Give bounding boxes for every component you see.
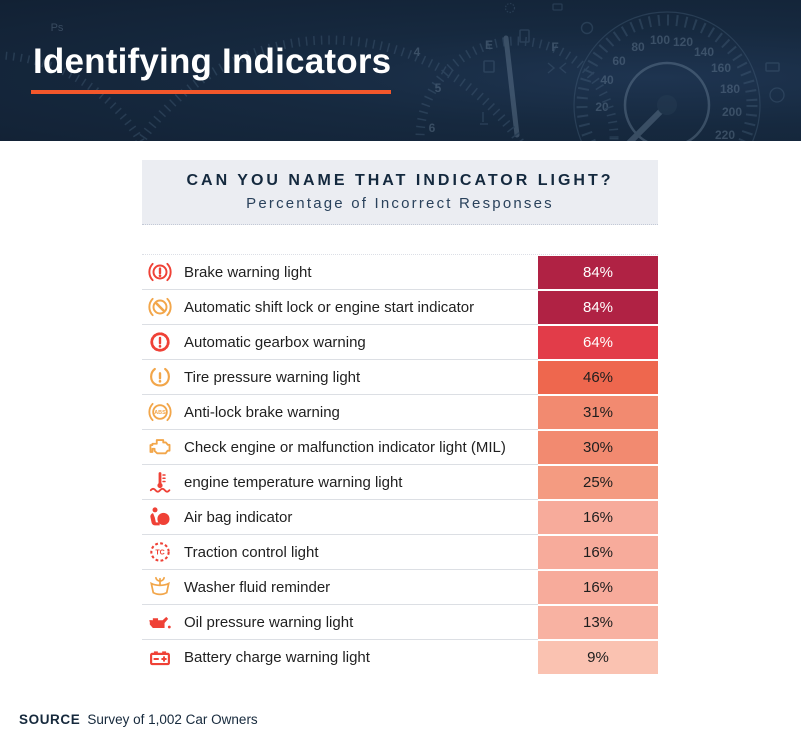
percentage-value: 9% [587, 649, 609, 666]
traction-control-icon: TC [145, 539, 175, 565]
row-label: Anti-lock brake warning [184, 403, 340, 421]
percentage-bar: 31% [538, 396, 658, 429]
percentage-bar: 16% [538, 501, 658, 534]
percentage-value: 84% [582, 299, 614, 316]
oil-pressure-icon [145, 609, 175, 635]
check-engine-icon [145, 434, 175, 460]
source-line: SOURCE Survey of 1,002 Car Owners [19, 712, 258, 727]
percentage-bar: 30% [538, 431, 658, 464]
fuel-pump-icon [519, 29, 530, 43]
row-label: Air bag indicator [184, 508, 293, 526]
percentage-value: 16% [582, 579, 614, 596]
table-row: Tire pressure warning light 46% [142, 360, 658, 395]
speedo-number: 60 [612, 54, 626, 68]
row-label: Tire pressure warning light [184, 368, 361, 386]
chart-subtitle: Percentage of Incorrect Responses [246, 195, 554, 212]
row-label: Traction control light [184, 543, 319, 561]
percentage-bar: 64% [538, 326, 658, 359]
percentage-bar: 16% [538, 571, 658, 604]
tach-number: 5 [435, 81, 442, 95]
speedo-number: 200 [722, 105, 742, 119]
page-title: Identifying Indicators [33, 42, 392, 81]
table-row: ABS Anti-lock brake warning 31% [142, 395, 658, 430]
percentage-value: 84% [582, 264, 614, 281]
tach-number: 6 [429, 121, 436, 135]
percentage-bar: 25% [538, 466, 658, 499]
headlight-telltale-icon [547, 62, 567, 74]
shift-lock-icon [145, 294, 175, 320]
table-row: Oil pressure warning light 13% [142, 605, 658, 640]
row-label: Check engine or malfunction indicator li… [184, 438, 506, 456]
washer-fluid-icon [145, 574, 175, 600]
table-row: Check engine or malfunction indicator li… [142, 430, 658, 465]
row-label: engine temperature warning light [184, 473, 403, 491]
speedo-number: 220 [715, 128, 735, 141]
row-label: Washer fluid reminder [184, 578, 331, 596]
brake-warning-light-icon [145, 259, 175, 285]
abs-telltale-icon [769, 87, 785, 103]
percentage-value: 13% [582, 614, 614, 631]
chart-title: CAN YOU NAME THAT INDICATOR LIGHT? [186, 172, 614, 189]
table-row: Automatic gearbox warning 64% [142, 325, 658, 360]
speedo-number: 20 [595, 100, 609, 114]
dashboard-background-graphic: 20 40 60 80 100 120 140 160 180 200 220 … [0, 2, 785, 141]
temp-telltale-icon [480, 112, 488, 125]
battery-charge-icon [145, 645, 175, 671]
fuel-barrel-icon [483, 60, 495, 73]
speedo-number: 100 [650, 33, 670, 47]
abs-warning-icon: ABS [145, 399, 175, 425]
percentage-bar: 84% [538, 291, 658, 324]
percentage-bar: 84% [538, 256, 658, 289]
speedo-number: 80 [631, 40, 645, 54]
tach-number: 4 [414, 45, 421, 59]
indicator-chart: Brake warning light 84% Automatic shift … [142, 254, 658, 675]
title-underline [31, 90, 391, 94]
svg-text:ABS: ABS [154, 410, 166, 416]
table-row: TC Traction control light 16% [142, 535, 658, 570]
hero-banner: 20 40 60 80 100 120 140 160 180 200 220 … [0, 0, 801, 141]
speedo-number: 140 [694, 45, 714, 59]
percentage-value: 16% [582, 509, 614, 526]
row-label: Oil pressure warning light [184, 613, 354, 631]
seatbelt-telltale-icon [580, 21, 594, 35]
speedo-number: 160 [711, 61, 731, 75]
percentage-value: 46% [582, 369, 614, 386]
fuel-empty-label: E [485, 38, 493, 52]
table-row: Brake warning light 84% [142, 255, 658, 290]
percentage-value: 64% [582, 334, 614, 351]
table-row: Washer fluid reminder 16% [142, 570, 658, 605]
table-row: Automatic shift lock or engine start ind… [142, 290, 658, 325]
row-label: Automatic shift lock or engine start ind… [184, 298, 475, 316]
svg-text:TC: TC [155, 549, 164, 556]
percentage-bar: 16% [538, 536, 658, 569]
row-label: Battery charge warning light [184, 649, 370, 666]
engine-temperature-icon [145, 469, 175, 495]
gearbox-warning-icon [145, 329, 175, 355]
table-row: Battery charge warning light 9% [142, 640, 658, 675]
tire-pressure-icon [145, 364, 175, 390]
percentage-value: 30% [582, 439, 614, 456]
percentage-value: 16% [582, 544, 614, 561]
speedo-number: 120 [673, 35, 693, 49]
source-label: SOURCE [19, 712, 81, 727]
chart-header: CAN YOU NAME THAT INDICATOR LIGHT? Perce… [142, 160, 658, 225]
battery-telltale-icon [765, 62, 780, 72]
source-text: Survey of 1,002 Car Owners [87, 712, 258, 727]
table-row: Air bag indicator 16% [142, 500, 658, 535]
row-label: Automatic gearbox warning [184, 333, 366, 351]
row-label: Brake warning light [184, 263, 312, 281]
percentage-bar: 13% [538, 606, 658, 639]
psi-label: Ps [51, 22, 64, 34]
speedo-number: 180 [720, 82, 740, 96]
airbag-icon [145, 504, 175, 530]
table-row: engine temperature warning light 25% [142, 465, 658, 500]
fuel-full-label: F [551, 40, 558, 54]
percentage-bar: 46% [538, 361, 658, 394]
speedo-number: 40 [600, 73, 614, 87]
percentage-bar: 9% [538, 641, 658, 674]
percentage-value: 31% [582, 404, 614, 421]
percentage-value: 25% [582, 474, 614, 491]
